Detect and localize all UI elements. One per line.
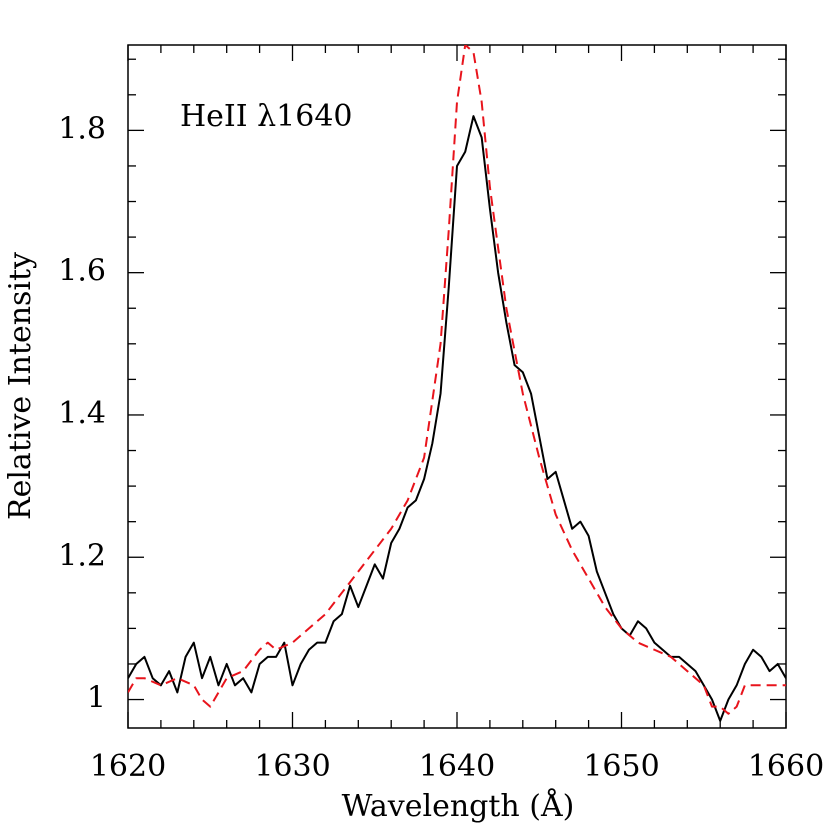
x-tick-label: 1620	[90, 749, 166, 784]
y-tick-label: 1.2	[58, 538, 106, 573]
data-line	[128, 45, 786, 715]
x-tick-label: 1640	[419, 749, 495, 784]
y-axis-label: Relative Intensity	[3, 252, 38, 520]
plot-area	[128, 45, 786, 722]
x-tick-label: 1650	[583, 749, 659, 784]
y-tick-label: 1	[87, 681, 106, 716]
y-tick-label: 1.8	[58, 111, 106, 146]
annotation: HeII λ1640	[180, 99, 353, 134]
data-line	[128, 115, 786, 722]
x-axis-label: Wavelength (Å)	[342, 788, 575, 824]
x-tick-label: 1630	[254, 749, 330, 784]
x-tick-label: 1660	[748, 749, 824, 784]
plot-frame	[127, 44, 787, 729]
y-tick-label: 1.6	[58, 254, 106, 289]
y-tick-label: 1.4	[58, 396, 106, 431]
